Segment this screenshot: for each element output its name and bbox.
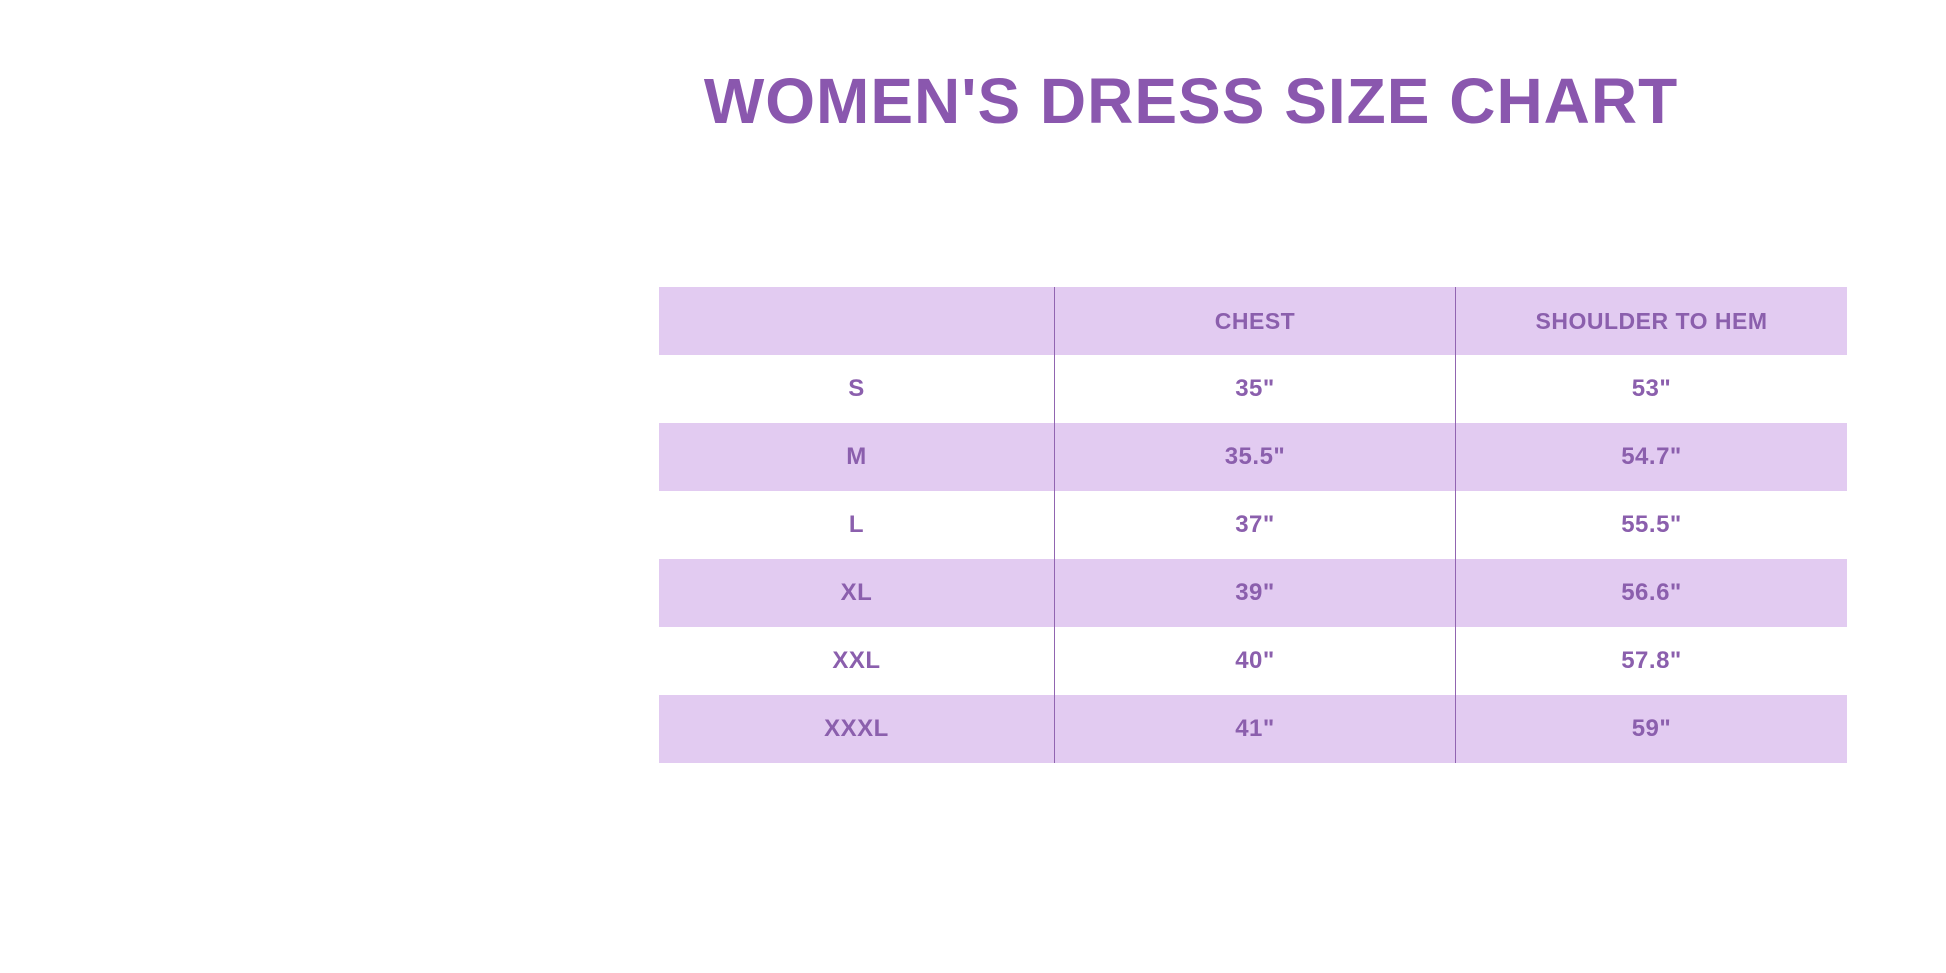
header-cell-shoulder-to-hem: SHOULDER TO HEM: [1455, 287, 1847, 355]
cell-shoulder-to-hem: 59": [1455, 695, 1847, 763]
cell-chest: 37": [1054, 491, 1455, 559]
table-row: M 35.5" 54.7": [659, 423, 1847, 491]
cell-size: XXL: [832, 647, 881, 674]
cell-size: XL: [840, 579, 873, 606]
table-row: XXL 40" 57.8": [659, 627, 1847, 695]
header-cell-chest: CHEST: [1054, 287, 1455, 355]
cell-chest: 35.5": [1054, 423, 1455, 491]
cell-chest: 40": [1054, 627, 1455, 695]
table-row: L 37" 55.5": [659, 491, 1847, 559]
cell-shoulder-to-hem: 54.7": [1455, 423, 1847, 491]
table-row: XXXL 41" 59": [659, 695, 1847, 763]
cell-shoulder-to-hem: 57.8": [1455, 627, 1847, 695]
table-header-row: CHEST SHOULDER TO HEM: [659, 287, 1847, 355]
cell-shoulder-to-hem: 55.5": [1455, 491, 1847, 559]
cell-shoulder-to-hem: 56.6": [1455, 559, 1847, 627]
size-chart-table: CHEST SHOULDER TO HEM S 35" 53" M 35.5" …: [659, 287, 1847, 763]
cell-size: XXXL: [824, 715, 889, 742]
cell-size: S: [848, 375, 865, 402]
size-table-body: S 35" 53" M 35.5" 54.7" L 37" 55.5" XL 3…: [659, 355, 1847, 763]
cell-size: M: [846, 443, 867, 470]
cell-chest: 35": [1054, 355, 1455, 423]
cell-chest: 41": [1054, 695, 1455, 763]
cell-chest: 39": [1054, 559, 1455, 627]
cell-size: L: [848, 511, 865, 538]
page-title: WOMEN'S DRESS SIZE CHART: [703, 65, 1679, 137]
table-row: XL 39" 56.6": [659, 559, 1847, 627]
table-row: S 35" 53": [659, 355, 1847, 423]
cell-shoulder-to-hem: 53": [1455, 355, 1847, 423]
header-cell-size: [659, 287, 1054, 355]
